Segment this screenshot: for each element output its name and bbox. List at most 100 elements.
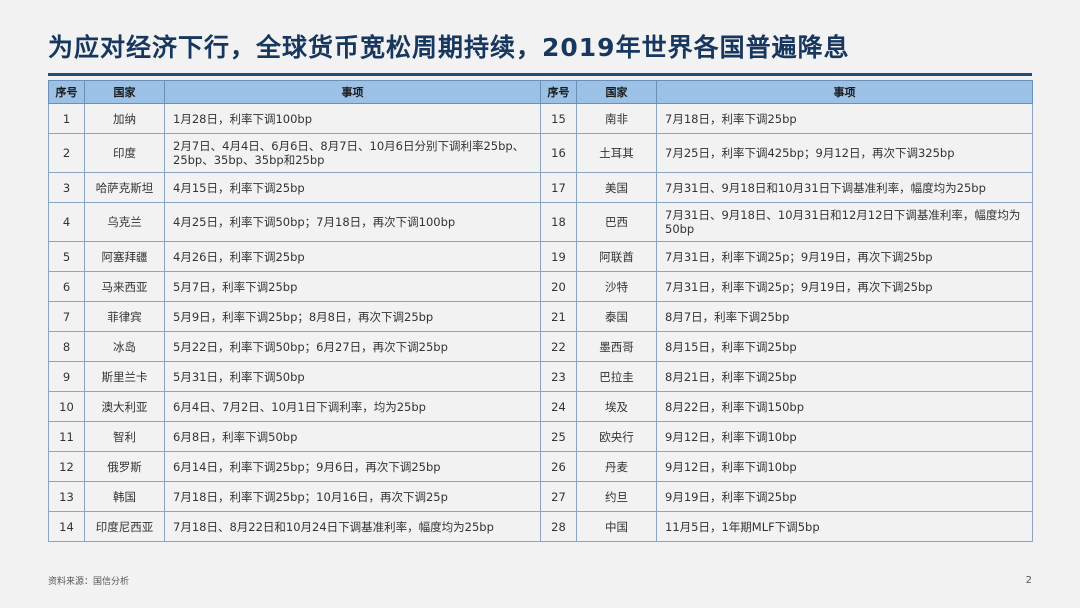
cell-no: 12 [48,451,85,482]
table-row: 4 乌克兰 4月25日，利率下调50bp；7月18日，再次下调100bp 18 … [48,202,1033,242]
table-row: 11 智利 6月8日，利率下调50bp 25 欧央行 9月12日，利率下调10b… [48,421,1033,452]
table-row: 12 俄罗斯 6月14日，利率下调25bp；9月6日，再次下调25bp 26 丹… [48,451,1033,482]
header-country-right: 国家 [576,80,657,104]
cell-item: 4月25日，利率下调50bp；7月18日，再次下调100bp [164,202,541,242]
rate-cut-table: 序号 国家 事项 序号 国家 事项 1 加纳 1月28日，利率下调100bp 1… [48,80,1033,542]
cell-item: 5月31日，利率下调50bp [164,361,541,392]
cell-country: 欧央行 [576,421,657,452]
cell-no: 4 [48,202,85,242]
source-note: 资料来源：国信分析 [48,577,130,587]
cell-no: 11 [48,421,85,452]
cell-item: 8月7日，利率下调25bp [656,301,1033,332]
cell-no: 27 [540,481,577,512]
cell-item: 7月31日，利率下调25p；9月19日，再次下调25bp [656,271,1033,302]
table-row: 14 印度尼西亚 7月18日、8月22日和10月24日下调基准利率，幅度均为25… [48,511,1033,542]
cell-item: 4月15日，利率下调25bp [164,172,541,203]
cell-item: 7月18日，利率下调25bp；10月16日，再次下调25p [164,481,541,512]
cell-country: 斯里兰卡 [84,361,165,392]
cell-country: 约旦 [576,481,657,512]
table-row: 3 哈萨克斯坦 4月15日，利率下调25bp 17 美国 7月31日、9月18日… [48,172,1033,203]
cell-no: 6 [48,271,85,302]
cell-country: 南非 [576,103,657,134]
cell-item: 7月25日，利率下调425bp；9月12日，再次下调325bp [656,133,1033,173]
cell-country: 冰岛 [84,331,165,362]
cell-no: 22 [540,331,577,362]
cell-item: 7月31日、9月18日、10月31日和12月12日下调基准利率，幅度均为50bp [656,202,1033,242]
table-row: 6 马来西亚 5月7日，利率下调25bp 20 沙特 7月31日，利率下调25p… [48,271,1033,302]
table-row: 5 阿塞拜疆 4月26日，利率下调25bp 19 阿联酋 7月31日，利率下调2… [48,241,1033,272]
cell-no: 1 [48,103,85,134]
cell-country: 埃及 [576,391,657,422]
cell-item: 9月12日，利率下调10bp [656,451,1033,482]
cell-country: 俄罗斯 [84,451,165,482]
header-no-right: 序号 [540,80,577,104]
cell-no: 23 [540,361,577,392]
header-item-left: 事项 [164,80,541,104]
cell-item: 7月31日，利率下调25p；9月19日，再次下调25bp [656,241,1033,272]
cell-item: 8月15日，利率下调25bp [656,331,1033,362]
cell-item: 6月8日，利率下调50bp [164,421,541,452]
table-header-row: 序号 国家 事项 序号 国家 事项 [48,80,1033,104]
table-row: 8 冰岛 5月22日，利率下调50bp；6月27日，再次下调25bp 22 墨西… [48,331,1033,362]
cell-no: 18 [540,202,577,242]
cell-country: 土耳其 [576,133,657,173]
cell-country: 阿塞拜疆 [84,241,165,272]
cell-country: 泰国 [576,301,657,332]
rate-cut-table-container: 序号 国家 事项 序号 国家 事项 1 加纳 1月28日，利率下调100bp 1… [48,80,1033,542]
table-row: 10 澳大利亚 6月4日、7月2日、10月1日下调利率，均为25bp 24 埃及… [48,391,1033,422]
cell-no: 21 [540,301,577,332]
cell-no: 8 [48,331,85,362]
cell-item: 7月18日，利率下调25bp [656,103,1033,134]
cell-country: 丹麦 [576,451,657,482]
cell-country: 乌克兰 [84,202,165,242]
table-row: 7 菲律宾 5月9日，利率下调25bp；8月8日，再次下调25bp 21 泰国 … [48,301,1033,332]
page-number: 2 [1025,575,1032,586]
table-row: 1 加纳 1月28日，利率下调100bp 15 南非 7月18日，利率下调25b… [48,103,1033,134]
cell-no: 20 [540,271,577,302]
cell-item: 5月9日，利率下调25bp；8月8日，再次下调25bp [164,301,541,332]
cell-country: 沙特 [576,271,657,302]
cell-country: 马来西亚 [84,271,165,302]
cell-country: 印度尼西亚 [84,511,165,542]
cell-item: 7月18日、8月22日和10月24日下调基准利率，幅度均为25bp [164,511,541,542]
cell-country: 巴西 [576,202,657,242]
cell-country: 巴拉圭 [576,361,657,392]
cell-item: 5月7日，利率下调25bp [164,271,541,302]
cell-no: 14 [48,511,85,542]
cell-no: 17 [540,172,577,203]
cell-country: 韩国 [84,481,165,512]
cell-country: 哈萨克斯坦 [84,172,165,203]
cell-no: 3 [48,172,85,203]
cell-item: 7月31日、9月18日和10月31日下调基准利率，幅度均为25bp [656,172,1033,203]
cell-no: 15 [540,103,577,134]
table-row: 9 斯里兰卡 5月31日，利率下调50bp 23 巴拉圭 8月21日，利率下调2… [48,361,1033,392]
cell-country: 澳大利亚 [84,391,165,422]
cell-no: 16 [540,133,577,173]
cell-item: 11月5日，1年期MLF下调5bp [656,511,1033,542]
title-divider [48,73,1032,76]
cell-country: 加纳 [84,103,165,134]
cell-country: 菲律宾 [84,301,165,332]
cell-item: 9月12日，利率下调10bp [656,421,1033,452]
cell-no: 25 [540,421,577,452]
cell-country: 印度 [84,133,165,173]
cell-item: 5月22日，利率下调50bp；6月27日，再次下调25bp [164,331,541,362]
header-item-right: 事项 [656,80,1033,104]
table-row: 2 印度 2月7日、4月4日、6月6日、8月7日、10月6日分别下调利率25bp… [48,133,1033,173]
cell-country: 阿联酋 [576,241,657,272]
cell-country: 美国 [576,172,657,203]
cell-item: 4月26日，利率下调25bp [164,241,541,272]
cell-item: 8月21日，利率下调25bp [656,361,1033,392]
cell-no: 5 [48,241,85,272]
cell-item: 8月22日，利率下调150bp [656,391,1033,422]
cell-no: 28 [540,511,577,542]
cell-no: 26 [540,451,577,482]
header-no-left: 序号 [48,80,85,104]
cell-item: 9月19日，利率下调25bp [656,481,1033,512]
cell-no: 24 [540,391,577,422]
page-title: 为应对经济下行，全球货币宽松周期持续，2019年世界各国普遍降息 [48,33,850,62]
cell-item: 2月7日、4月4日、6月6日、8月7日、10月6日分别下调利率25bp、25bp… [164,133,541,173]
header-country-left: 国家 [84,80,165,104]
cell-country: 中国 [576,511,657,542]
cell-no: 9 [48,361,85,392]
